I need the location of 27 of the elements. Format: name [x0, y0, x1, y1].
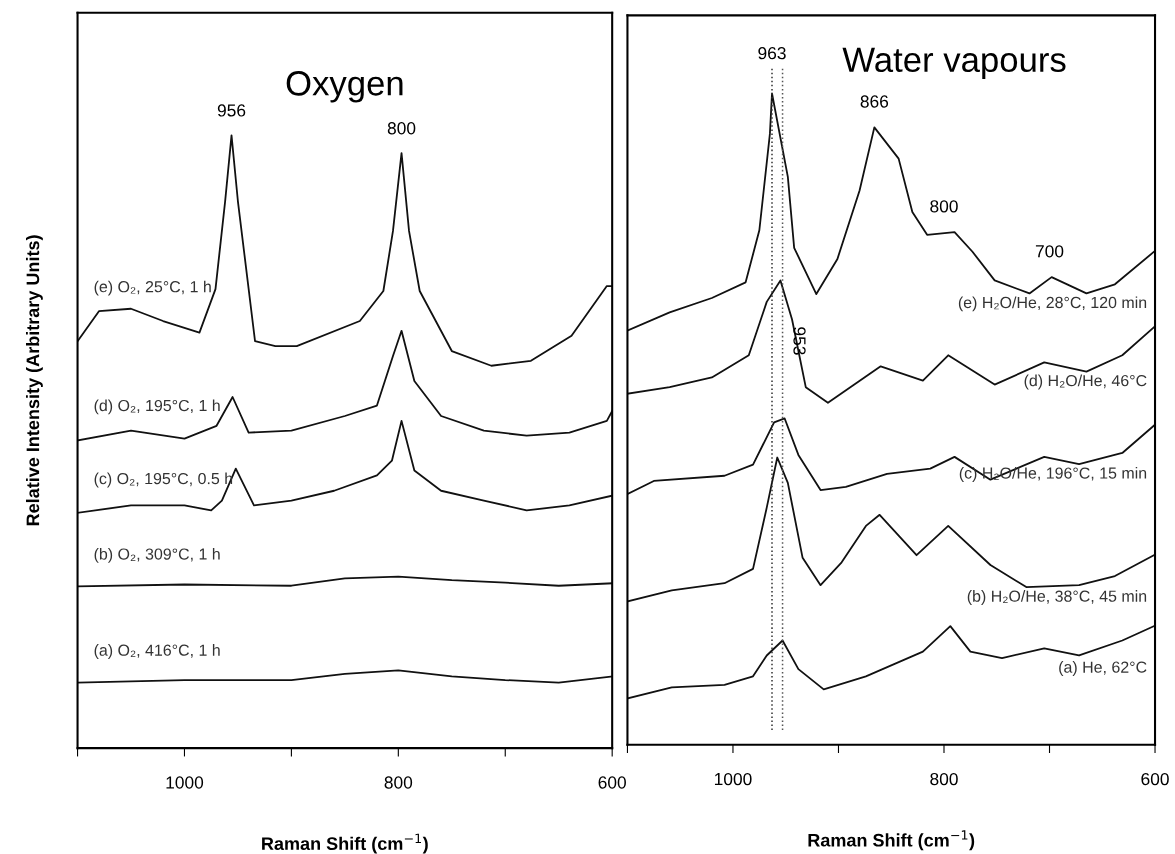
annotation: 800 — [387, 122, 416, 135]
annotation: 700 — [1035, 245, 1064, 258]
series-label: (d) O₂, 195°C, 1 h — [94, 399, 220, 415]
chart-title: Water vapours — [842, 47, 1066, 79]
series-label: (c) O₂, 195°C, 0.5 h — [94, 472, 233, 488]
x-tick-label: 600 — [1141, 772, 1169, 786]
series-label: (b) H₂O/He, 38°C, 45 min — [967, 590, 1147, 605]
x-tick-label: 1000 — [166, 776, 204, 789]
series-label: (a) He, 62°C — [1059, 661, 1147, 676]
series-label: (e) H₂O/He, 28°C, 120 min — [958, 296, 1147, 312]
y-axis-title: Relative Intensity (Arbitrary Units) — [26, 235, 43, 526]
annotation: 800 — [930, 200, 958, 213]
x-tick-label: 800 — [384, 776, 413, 789]
chart-title: Oxygen — [286, 71, 403, 103]
x-axis-title: Raman Shift (cm$^{−1}$) — [262, 833, 428, 854]
annotation: 866 — [860, 95, 889, 108]
x-axis-title: Raman Shift (cm$^{−1}$) — [808, 830, 975, 851]
series-label: (a) O₂, 416°C, 1 h — [94, 644, 220, 659]
x-tick-label: 1000 — [714, 772, 752, 786]
annotation: 956 — [217, 104, 246, 117]
series-label: (d) H₂O/He, 46°C — [1024, 374, 1147, 390]
x-tick-label: 800 — [930, 772, 958, 786]
series-label: (e) O₂, 25°C, 1 h — [94, 280, 211, 296]
series-label: (b) O₂, 309°C, 1 h — [94, 547, 220, 563]
ref-line-label: 953 — [793, 327, 806, 355]
x-tick-label: 600 — [598, 776, 626, 789]
ref-line-label: 963 — [758, 47, 786, 60]
